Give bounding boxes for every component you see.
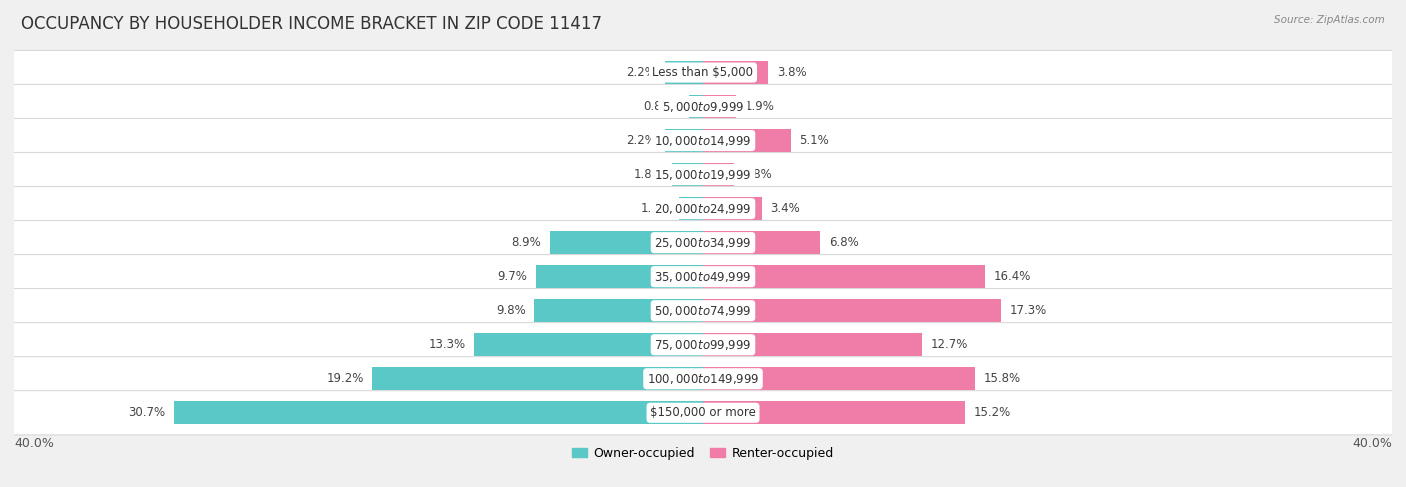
Text: 40.0%: 40.0% [1353,437,1392,450]
Bar [536,265,703,288]
Bar [703,61,769,84]
FancyBboxPatch shape [3,50,1403,94]
FancyBboxPatch shape [3,152,1403,197]
Text: $75,000 to $99,999: $75,000 to $99,999 [654,337,752,352]
FancyBboxPatch shape [3,289,1403,333]
Text: $10,000 to $14,999: $10,000 to $14,999 [654,133,752,148]
Bar [703,231,820,254]
Bar [703,401,965,424]
Text: 17.3%: 17.3% [1010,304,1047,317]
Text: $25,000 to $34,999: $25,000 to $34,999 [654,236,752,250]
Text: 1.8%: 1.8% [634,168,664,181]
Text: 30.7%: 30.7% [128,406,166,419]
Bar [703,333,922,356]
Text: $100,000 to $149,999: $100,000 to $149,999 [647,372,759,386]
Bar [550,231,703,254]
Text: $20,000 to $24,999: $20,000 to $24,999 [654,202,752,216]
Text: $15,000 to $19,999: $15,000 to $19,999 [654,168,752,182]
Text: 2.2%: 2.2% [627,134,657,147]
Text: 9.7%: 9.7% [498,270,527,283]
Text: $35,000 to $49,999: $35,000 to $49,999 [654,270,752,283]
Text: Source: ZipAtlas.com: Source: ZipAtlas.com [1274,15,1385,25]
Bar [679,197,703,220]
Text: 1.9%: 1.9% [744,100,775,113]
Text: 16.4%: 16.4% [994,270,1032,283]
Bar [672,163,703,186]
Bar [474,333,703,356]
Text: 3.4%: 3.4% [770,202,800,215]
Bar [174,401,703,424]
FancyBboxPatch shape [3,187,1403,231]
Text: 40.0%: 40.0% [14,437,53,450]
Bar [665,61,703,84]
Bar [534,299,703,322]
Text: Less than $5,000: Less than $5,000 [652,66,754,79]
FancyBboxPatch shape [3,84,1403,129]
Text: 15.2%: 15.2% [973,406,1011,419]
Text: 3.8%: 3.8% [778,66,807,79]
Bar [703,367,976,390]
Bar [703,163,734,186]
Bar [689,95,703,118]
Bar [703,95,735,118]
Text: $50,000 to $74,999: $50,000 to $74,999 [654,304,752,318]
Bar [703,129,790,152]
Legend: Owner-occupied, Renter-occupied: Owner-occupied, Renter-occupied [568,442,838,465]
Bar [703,197,762,220]
Text: 2.2%: 2.2% [627,66,657,79]
FancyBboxPatch shape [3,118,1403,163]
Text: $150,000 or more: $150,000 or more [650,406,756,419]
Text: 0.81%: 0.81% [644,100,681,113]
Bar [373,367,703,390]
Bar [703,299,1001,322]
Text: 6.8%: 6.8% [828,236,859,249]
FancyBboxPatch shape [3,391,1403,435]
FancyBboxPatch shape [3,322,1403,367]
FancyBboxPatch shape [3,356,1403,401]
FancyBboxPatch shape [3,221,1403,265]
Text: 5.1%: 5.1% [800,134,830,147]
Bar [665,129,703,152]
Text: 12.7%: 12.7% [931,338,967,351]
Text: 1.8%: 1.8% [742,168,772,181]
Text: 8.9%: 8.9% [512,236,541,249]
FancyBboxPatch shape [3,255,1403,299]
Text: OCCUPANCY BY HOUSEHOLDER INCOME BRACKET IN ZIP CODE 11417: OCCUPANCY BY HOUSEHOLDER INCOME BRACKET … [21,15,602,33]
Text: 19.2%: 19.2% [326,372,364,385]
Text: $5,000 to $9,999: $5,000 to $9,999 [662,99,744,113]
Text: 9.8%: 9.8% [496,304,526,317]
Text: 1.4%: 1.4% [640,202,671,215]
Bar [703,265,986,288]
Text: 13.3%: 13.3% [429,338,465,351]
Text: 15.8%: 15.8% [984,372,1021,385]
